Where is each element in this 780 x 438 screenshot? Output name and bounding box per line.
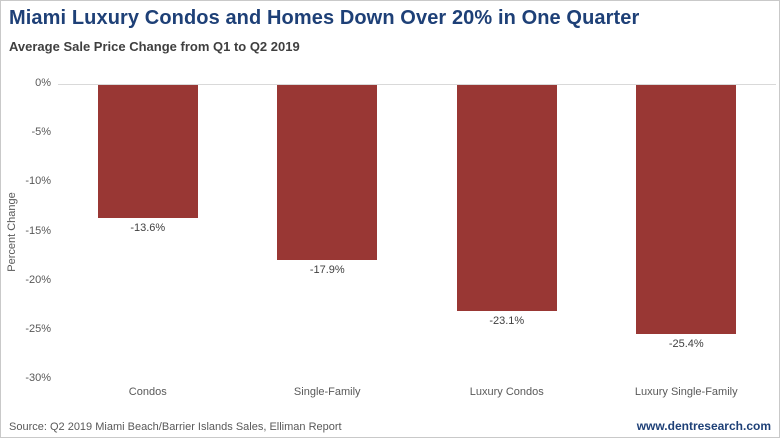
y-tick-label: 0%: [35, 77, 51, 89]
y-tick-label: -30%: [25, 372, 51, 384]
bar-value-label: -17.9%: [309, 264, 345, 277]
y-tick-label: -25%: [25, 322, 51, 335]
footer-source: Source: Q2 2019 Miami Beach/Barrier Isla…: [9, 421, 342, 433]
bar-column: -13.6%: [58, 84, 238, 379]
x-category-label: Luxury Condos: [469, 386, 544, 398]
bar-column: -17.9%: [238, 84, 418, 379]
y-tick-label: -20%: [25, 273, 51, 286]
bar-column: -25.4%: [597, 84, 777, 379]
bar: [277, 84, 378, 261]
x-category-label: Condos: [128, 386, 167, 398]
y-tick-label: -10%: [25, 175, 51, 188]
bar: [636, 84, 737, 334]
y-axis-ticks: 0% -5% -10% -15% -20% -25% -30%: [1, 77, 51, 384]
bar-value-label: -13.6%: [130, 221, 166, 234]
y-tick-label: -15%: [25, 224, 51, 237]
bar: [97, 84, 198, 218]
bar: [456, 84, 557, 312]
y-tick-label: -5%: [31, 126, 51, 139]
zero-axis-line: [58, 84, 776, 85]
bar-column: -23.1%: [417, 84, 597, 379]
bar-value-label: -23.1%: [489, 315, 525, 328]
plot-area: -13.6% -17.9% -23.1% -25.4%: [58, 84, 776, 379]
x-axis-labels: Condos Single-Family Luxury Condos Luxury S…: [58, 386, 776, 398]
x-category-label: Single-Family: [293, 386, 361, 398]
bar-value-label: -25.4%: [668, 337, 704, 350]
x-category-label: Luxury Single-Family: [634, 386, 738, 398]
website-link[interactable]: www.dentresearch.com: [636, 419, 771, 433]
chart-subtitle: Average Sale Price Change from Q1 to Q2 …: [9, 39, 300, 54]
chart-title: Miami Luxury Condos and Homes Down Over …: [9, 7, 640, 29]
